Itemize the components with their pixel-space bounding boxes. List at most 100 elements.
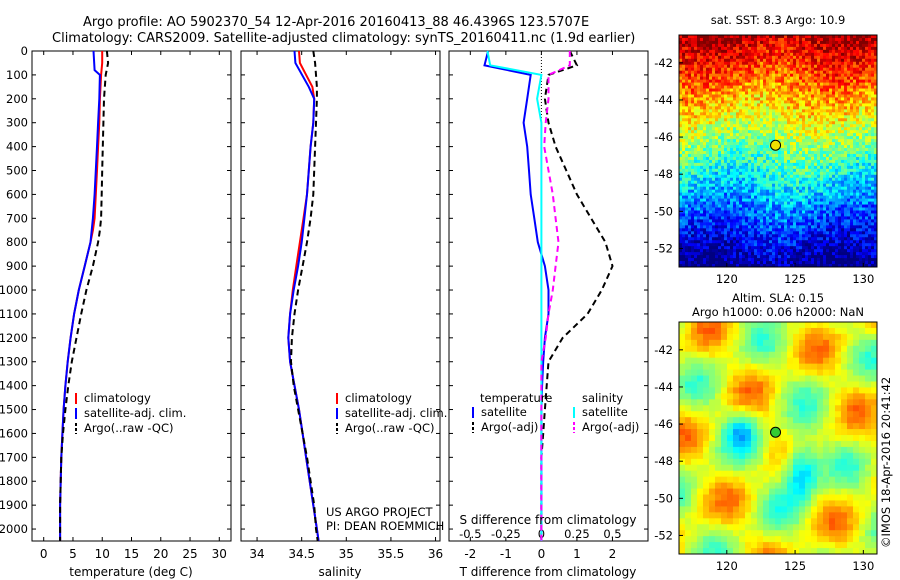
map-cell (796, 106, 800, 110)
map-cell (856, 192, 860, 197)
map-cell (802, 207, 806, 211)
map-cell (691, 88, 695, 92)
map-cell (718, 180, 722, 185)
map-cell (733, 156, 737, 161)
map-cell (832, 168, 836, 173)
map-cell (859, 94, 863, 98)
map-cell (724, 127, 728, 131)
map-cell (736, 204, 740, 208)
map-cell (763, 145, 767, 149)
map-cell (799, 145, 803, 149)
map-cell (841, 112, 845, 116)
map-cell (709, 243, 713, 247)
map-cell (724, 136, 728, 140)
map-cell (853, 195, 857, 199)
map-cell (841, 192, 845, 197)
map-cell (682, 73, 686, 78)
map-cell (679, 130, 683, 134)
map-cell (850, 100, 854, 104)
map-cell (865, 61, 869, 66)
map-cell (838, 55, 842, 60)
map-cell (700, 85, 704, 89)
map-cell (757, 177, 761, 182)
map-cell (730, 52, 734, 57)
map-cell (763, 216, 767, 220)
map-cell (733, 168, 737, 173)
map-cell (814, 162, 818, 167)
map-cell (796, 156, 800, 161)
map-cell (760, 109, 764, 113)
map-cell (766, 49, 770, 54)
map-cell (733, 139, 737, 143)
map-cell (736, 70, 740, 75)
map-cell (781, 186, 785, 191)
map-cell (715, 124, 719, 128)
map-cell (700, 219, 704, 223)
map-cell (784, 112, 788, 116)
map-cell (727, 165, 731, 170)
map-cell (799, 213, 803, 217)
y-tick-label: 400 (6, 140, 28, 154)
map-cell (772, 121, 776, 125)
map-cell (790, 82, 794, 86)
map-cell (844, 243, 848, 247)
map-cell (772, 151, 776, 155)
map-cell (820, 73, 824, 78)
map-cell (874, 64, 878, 69)
map-cell (718, 177, 722, 182)
map-cell (724, 201, 728, 205)
map-cell (808, 142, 812, 146)
map-cell (721, 100, 725, 104)
map-cell (736, 124, 740, 128)
map-cell (820, 174, 824, 179)
y-tick-label: 100 (6, 68, 28, 82)
map-cell (709, 237, 713, 241)
map-cell (700, 237, 704, 241)
map-cell (808, 195, 812, 199)
map-cell (688, 37, 692, 42)
map-cell (718, 37, 722, 42)
map-cell (781, 243, 785, 247)
map-cell (754, 79, 758, 83)
map-cell (751, 46, 755, 51)
map-cell (847, 49, 851, 54)
map-cell (823, 35, 827, 39)
map-cell (835, 133, 839, 137)
map-cell (856, 97, 860, 101)
map-cell (715, 189, 719, 194)
map-cell (706, 124, 710, 128)
map-cell (772, 46, 776, 51)
map-cell (682, 85, 686, 89)
map-cell (733, 207, 737, 211)
map-cell (841, 186, 845, 191)
map-cell (859, 156, 863, 161)
map-cell (697, 142, 701, 146)
map-cell (847, 168, 851, 173)
map-cell (796, 162, 800, 167)
map-cell (685, 46, 689, 51)
map-cell (754, 171, 758, 176)
map-cell (790, 88, 794, 92)
map-cell (769, 82, 773, 86)
map-cell (709, 61, 713, 66)
map-cell (871, 210, 875, 214)
map-cell (796, 213, 800, 217)
map-cell (715, 115, 719, 119)
map-cell (736, 165, 740, 170)
map-cell (721, 156, 725, 161)
map-cell (739, 174, 743, 179)
map-cell (862, 156, 866, 161)
map-cell (868, 52, 872, 57)
map-cell (811, 159, 815, 164)
map-cell (709, 171, 713, 176)
map-cell (871, 240, 875, 244)
map-cell (796, 139, 800, 143)
map-cell (682, 183, 686, 188)
map-cell (811, 148, 815, 152)
map-cell (832, 207, 836, 211)
map-cell (748, 70, 752, 75)
map-cell (691, 82, 695, 86)
map-cell (781, 130, 785, 134)
map-cell (778, 162, 782, 167)
map-cell (823, 79, 827, 83)
